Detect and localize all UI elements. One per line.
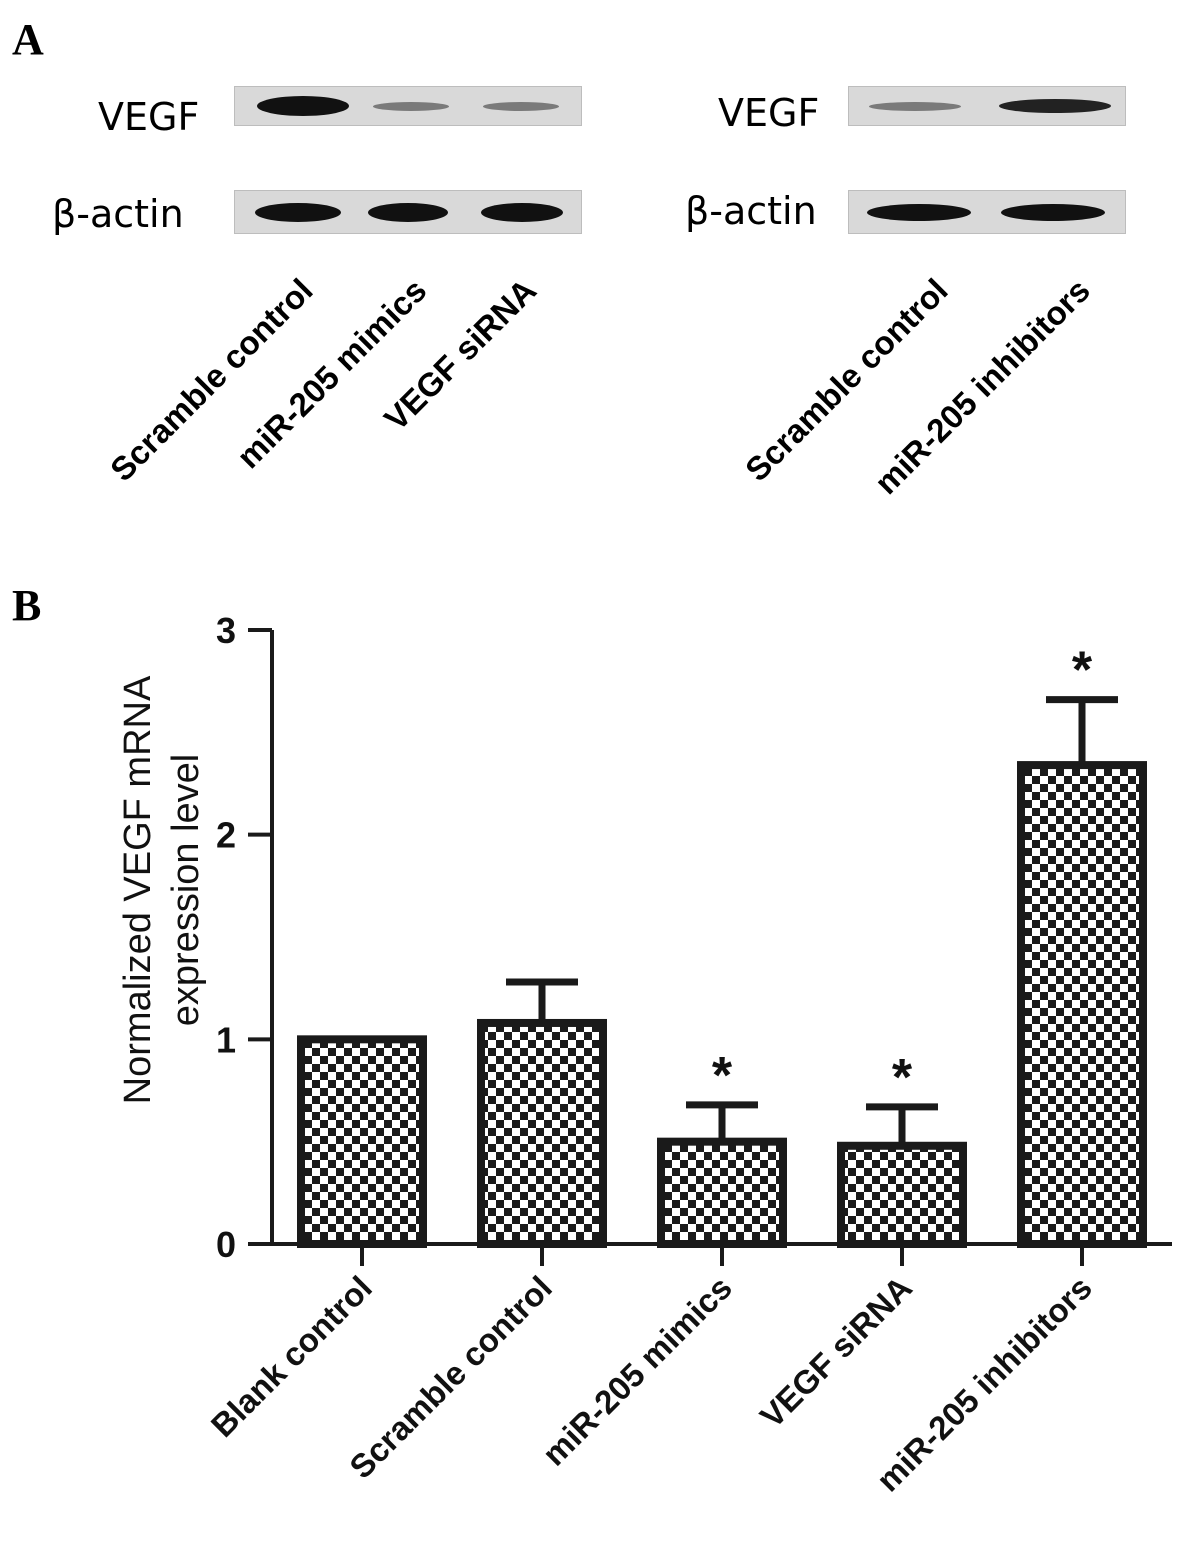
right-blot-actin-band-1 [867, 204, 971, 221]
panel-b-letter: B [12, 581, 42, 630]
y-axis-label: Normalized VEGF mRNA expression level [117, 675, 207, 1104]
significance-marker-2: * [712, 1047, 733, 1105]
x-category-label-1: Scramble control [342, 1269, 559, 1486]
right-blot-actin-label: β-actin [685, 189, 817, 233]
y-tick-label-0: 0 [216, 1224, 236, 1265]
bar-4 [1017, 761, 1147, 1249]
bar-3 [837, 1141, 967, 1249]
bar-0 [297, 1035, 427, 1249]
right-blot-vegf-label: VEGF [718, 91, 820, 135]
y-axis-label-line-1: Normalized VEGF mRNA [117, 675, 159, 1104]
left-blot-actin-label: β-actin [52, 192, 184, 236]
right-blot-actin-band-2 [1001, 204, 1105, 221]
right-blot-vegf-band-1 [869, 102, 961, 111]
left-blot-vegf-label: VEGF [98, 95, 200, 139]
left-blot-vegf-band-3 [483, 102, 559, 111]
right-blot-vegf-strip [848, 86, 1126, 126]
left-blot-actin-band-1 [255, 203, 341, 222]
bar-2 [657, 1137, 787, 1248]
left-blot-actin-band-3 [481, 203, 563, 222]
y-tick-label-3: 3 [216, 610, 236, 651]
panel-a-letter: A [12, 15, 44, 64]
y-axis-label-line-2: expression level [165, 754, 207, 1026]
left-blot-vegf-band-2 [373, 102, 449, 111]
left-blot-vegf-strip [234, 86, 582, 126]
left-blot-actin-strip [234, 190, 582, 234]
significance-marker-4: * [1072, 642, 1093, 700]
x-category-label-0: Blank control [204, 1269, 379, 1444]
left-blot-actin-band-2 [368, 203, 448, 222]
left-blot-vegf-band-1 [257, 96, 349, 116]
y-tick-label-2: 2 [216, 815, 236, 856]
right-blot-vegf-band-2 [999, 99, 1111, 113]
right-blot-actin-strip [848, 190, 1126, 234]
bar-1 [477, 1018, 607, 1249]
significance-marker-3: * [892, 1049, 913, 1107]
y-tick-label-1: 1 [216, 1019, 236, 1060]
x-category-label-3: VEGF siRNA [753, 1269, 919, 1435]
x-category-label-2: miR-205 mimics [535, 1269, 739, 1473]
